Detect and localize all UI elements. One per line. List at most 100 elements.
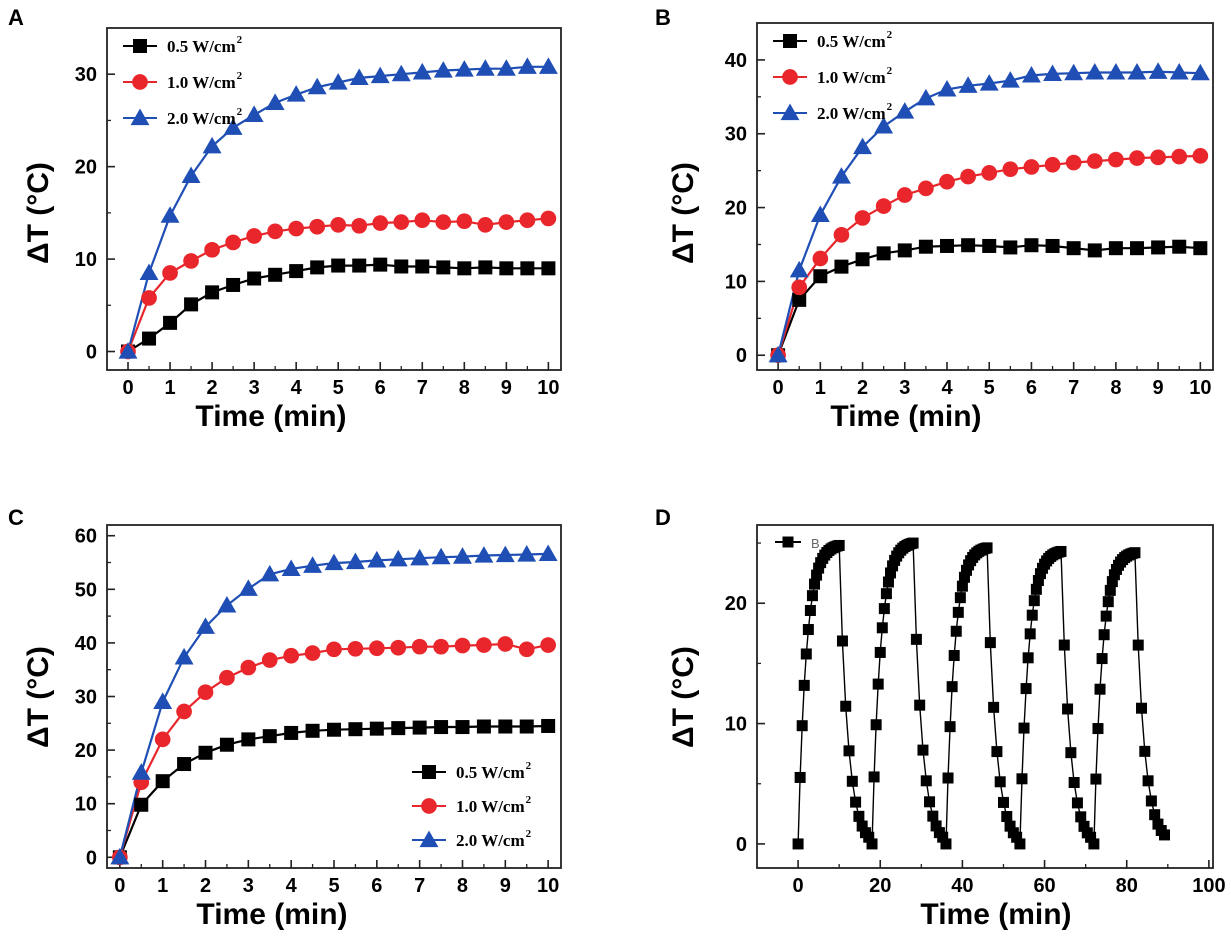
data-point-square-141	[1132, 639, 1144, 651]
data-point-circle-11	[1002, 161, 1019, 178]
x-tick-label: 3	[249, 377, 260, 399]
data-point-square-25	[850, 796, 862, 808]
data-point-square-1	[134, 797, 149, 812]
data-point-circle-6	[896, 187, 913, 203]
panel-letter: B	[655, 5, 671, 30]
data-point-square-10	[331, 258, 346, 273]
data-point-square-legend-0	[133, 39, 147, 53]
data-point-circle-5	[219, 669, 235, 686]
data-point-triangle-13	[388, 549, 408, 567]
data-point-square-12	[1024, 238, 1039, 253]
data-point-circle-11	[347, 640, 364, 657]
data-point-circle-14	[1065, 154, 1082, 171]
data-point-square-3	[184, 297, 199, 312]
data-point-square-80	[981, 542, 993, 554]
data-point-square-5	[802, 624, 814, 636]
data-point-square-10	[327, 722, 341, 737]
x-tick-label: 0	[793, 875, 804, 897]
data-point-square-7	[918, 239, 933, 254]
x-tick-label: 3	[899, 377, 910, 399]
data-point-circle-10	[981, 165, 998, 181]
data-point-circle-10	[326, 641, 342, 658]
data-point-triangle-1	[789, 260, 809, 278]
data-point-circle-3	[176, 703, 192, 720]
data-point-circle-16	[1108, 151, 1124, 168]
data-point-circle-15	[433, 638, 449, 655]
x-tick-label: 0	[773, 377, 784, 399]
data-point-square-37	[880, 588, 892, 600]
data-point-triangle-10	[324, 553, 344, 571]
y-axis-title: ΔT (°C)	[667, 162, 700, 264]
data-point-square-143	[1139, 745, 1151, 757]
x-axis-title: Time (min)	[195, 400, 346, 433]
data-point-square-17	[478, 260, 493, 275]
data-point-square-1	[794, 771, 806, 783]
data-point-square-64	[948, 650, 960, 662]
data-point-circle-4	[854, 210, 871, 226]
data-point-circle-12	[1023, 159, 1040, 175]
data-point-square-8	[289, 264, 304, 279]
legend-label: 2.0 W/cm	[167, 109, 236, 128]
data-point-square-16	[457, 261, 472, 276]
data-point-square-145	[1145, 795, 1157, 807]
data-point-square-142	[1136, 702, 1148, 714]
x-tick-label: 7	[417, 377, 428, 399]
data-point-square-86	[1001, 811, 1013, 823]
y-tick-label: 0	[86, 342, 97, 364]
data-point-square-4	[205, 285, 220, 300]
data-point-square-99	[1032, 575, 1044, 587]
panel-a: A 0 1 2 3 4 5 6 7 8 9 10 0 10 20 30 Time (min) ΔT (°C) 0.5…	[8, 5, 562, 433]
data-point-square-54	[920, 775, 932, 787]
legend-label: 0.5 W/cm	[817, 32, 886, 51]
data-point-circle-9	[960, 168, 976, 185]
data-point-circle-12	[368, 640, 385, 657]
data-point-square-111	[1058, 639, 1070, 651]
data-point-triangle-4	[202, 136, 222, 154]
data-point-triangle-6	[244, 105, 264, 122]
data-point-square-83	[991, 746, 1003, 758]
x-tick-label: 4	[941, 377, 953, 399]
x-axis-title: Time (min)	[196, 898, 347, 931]
data-point-triangle-4	[196, 617, 215, 634]
x-tick-label: 1	[815, 377, 826, 399]
data-point-square-68	[956, 580, 968, 592]
data-point-square-14	[412, 720, 427, 735]
legend-label-superscript: 2	[237, 34, 243, 46]
data-point-square-84	[994, 776, 1006, 788]
data-point-square-18	[1151, 240, 1166, 255]
data-point-square-35	[876, 622, 888, 634]
data-point-square-20	[1193, 241, 1208, 256]
x-tick-label: 7	[414, 875, 425, 897]
data-point-square-40	[887, 560, 899, 572]
data-point-triangle-12	[367, 550, 387, 568]
x-tick-label: 1	[164, 377, 175, 399]
data-point-square-10	[982, 238, 997, 253]
data-point-square-52	[914, 699, 926, 711]
data-point-square-legend-0	[782, 536, 794, 548]
data-point-triangle-legend-2	[130, 108, 150, 126]
data-point-triangle-3	[174, 647, 194, 665]
legend-label: 1.0 W/cm	[167, 73, 236, 92]
data-point-circle-1	[141, 290, 157, 306]
y-tick-label: 10	[75, 794, 97, 816]
data-point-circle-legend-1	[421, 798, 437, 814]
data-point-square-128	[1104, 584, 1116, 596]
data-point-circle-4	[204, 241, 220, 258]
data-point-square-127	[1102, 596, 1114, 608]
data-point-square-16	[1108, 241, 1123, 256]
data-point-circle-legend-1	[132, 74, 148, 90]
data-point-circle-11	[351, 217, 368, 234]
data-point-square-116	[1075, 811, 1087, 823]
data-point-circle-12	[372, 215, 389, 231]
data-point-square-3	[177, 757, 192, 772]
x-tick-label: 8	[457, 875, 468, 897]
data-point-circle-13	[1044, 156, 1061, 173]
legend-label: B	[811, 536, 820, 551]
y-tick-label: 20	[725, 198, 747, 220]
data-point-square-114	[1068, 777, 1080, 789]
data-point-square-19	[1172, 239, 1187, 254]
data-point-square-27	[856, 820, 868, 832]
data-point-circle-10	[330, 217, 347, 233]
data-point-circle-5	[225, 234, 241, 251]
